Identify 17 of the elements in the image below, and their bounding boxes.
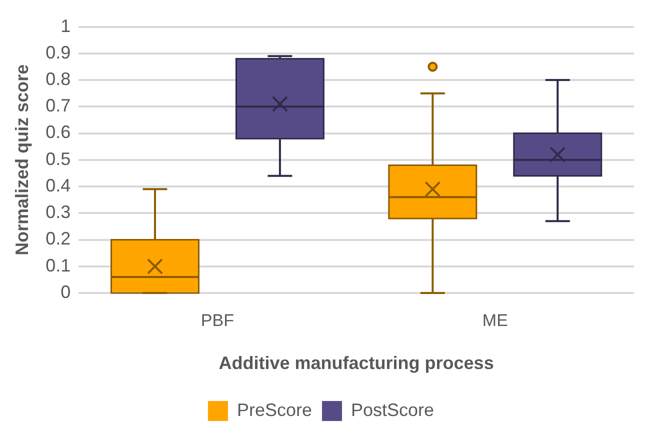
- y-tick-label: 0.4: [46, 175, 71, 196]
- y-tick-label: 0.1: [46, 255, 71, 276]
- x-tick-label: PBF: [200, 310, 234, 330]
- y-tick-label: 0.9: [46, 42, 71, 62]
- y-tick-label: 0.6: [46, 122, 71, 142]
- legend-label: PostScore: [350, 400, 434, 420]
- x-tick-label: ME: [482, 310, 508, 330]
- y-tick-label: 0.7: [46, 96, 71, 116]
- y-tick-label: 0: [60, 282, 71, 302]
- y-axis-title: Normalized quiz score: [12, 64, 32, 256]
- y-tick-label: 0.5: [46, 148, 71, 169]
- legend-label: PreScore: [236, 400, 312, 420]
- y-tick-label: 0.3: [46, 202, 71, 222]
- x-axis-title: Additive manufacturing process: [218, 353, 494, 374]
- y-tick-label: 0.8: [46, 69, 71, 90]
- y-tick-label: 0.2: [46, 228, 71, 249]
- y-tick-label: 1: [60, 16, 71, 36]
